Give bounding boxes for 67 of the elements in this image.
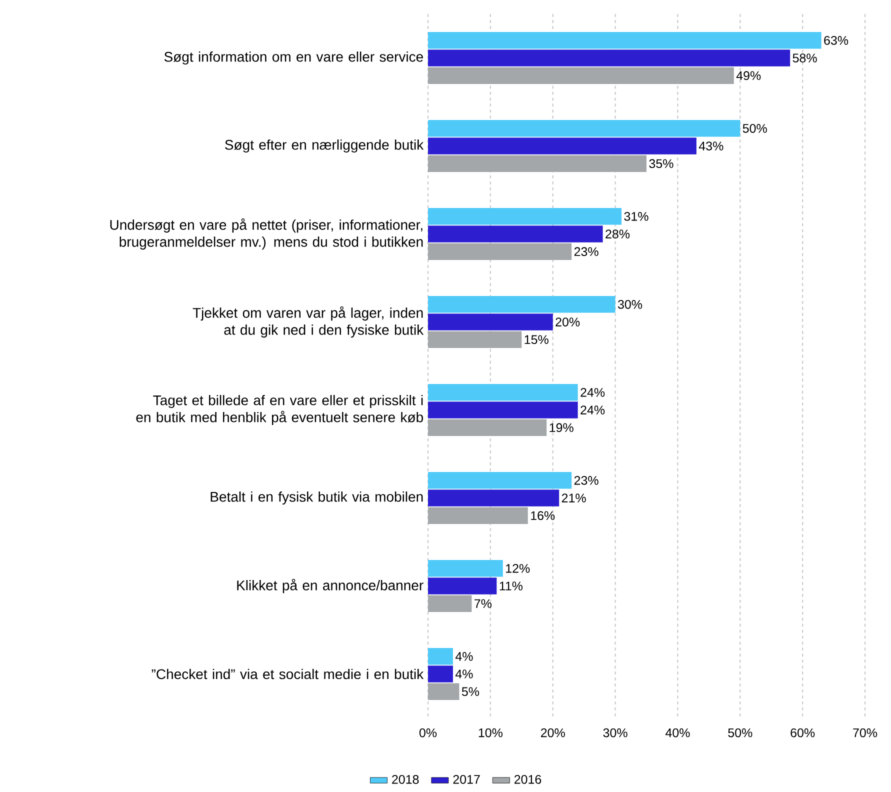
- bar: [428, 138, 696, 154]
- bar: [428, 683, 460, 700]
- data-label: 11%: [500, 582, 523, 590]
- y-tick-label: ”Checket ind” via et socialt medie i en butik: [152, 668, 424, 680]
- data-label: 28%: [606, 230, 630, 238]
- data-label: 5%: [462, 687, 480, 696]
- x-tick-label: 40%: [665, 728, 690, 738]
- x-tick-label: 20%: [540, 728, 565, 738]
- y-tick-label: Søgt efter en nærliggende butik: [225, 139, 424, 153]
- data-label: 7%: [474, 599, 492, 608]
- data-label: 50%: [742, 124, 767, 133]
- bar: [428, 314, 553, 330]
- x-tick-label: 30%: [603, 728, 628, 738]
- bar: [428, 595, 472, 612]
- data-label: 49%: [736, 71, 761, 80]
- bar: [428, 32, 822, 49]
- bar: [428, 50, 790, 66]
- bar: [428, 666, 453, 682]
- x-tick-label: 70%: [853, 728, 878, 738]
- x-tick-label: 10%: [478, 728, 502, 738]
- bar: [428, 560, 503, 577]
- bar: [428, 384, 578, 401]
- bar: [428, 402, 578, 418]
- data-label: 23%: [574, 476, 598, 485]
- data-label: 16%: [531, 511, 555, 520]
- data-label: 24%: [580, 388, 605, 397]
- data-label: 19%: [550, 423, 574, 432]
- y-tick-label: Tjekket om varen var på lager, inden at du gik ned i den fysiske butik: [192, 306, 424, 338]
- bar: [428, 578, 497, 594]
- bar: [428, 472, 572, 489]
- y-tick-label: Betalt i en fysisk butik via mobilen: [210, 491, 423, 505]
- y-tick-label: Undersøgt en vare på nettet (priser, informationer, brugeranmeldelser mv.) mens du stod i butikken: [110, 218, 423, 250]
- bar: [428, 507, 528, 524]
- data-label: 23%: [574, 247, 598, 256]
- bar: [428, 226, 603, 242]
- legend-label: 2016: [514, 774, 542, 784]
- data-label: 12%: [506, 564, 530, 573]
- y-tick-label: Klikket på en annonce/banner: [237, 578, 424, 594]
- legend-label: 2018: [392, 774, 419, 784]
- bar: [428, 120, 740, 137]
- bar: [428, 67, 734, 84]
- bar: [428, 155, 646, 172]
- bar: [428, 648, 453, 665]
- data-label: 24%: [580, 406, 605, 414]
- data-label: 58%: [792, 54, 817, 62]
- x-tick-label: 60%: [790, 728, 815, 738]
- data-label: 63%: [824, 36, 848, 45]
- y-tick-label: Taget et billede af en vare eller et prisskilt i en butik med henblik på eventuelt senere køb: [136, 394, 423, 426]
- data-label: 30%: [618, 300, 642, 309]
- bar: [428, 490, 560, 506]
- data-label: 31%: [624, 212, 648, 221]
- bar: [428, 331, 522, 348]
- data-label: 20%: [556, 318, 580, 326]
- data-label: 4%: [455, 652, 473, 661]
- bar: [428, 419, 547, 436]
- legend-label: 2017: [453, 774, 480, 784]
- bar: [428, 208, 622, 225]
- x-tick-label: 50%: [728, 728, 752, 738]
- bar: [428, 243, 572, 260]
- data-label: 15%: [524, 335, 548, 344]
- data-label: 43%: [698, 142, 724, 150]
- data-label: 21%: [562, 494, 586, 502]
- x-tick-label: 0%: [419, 728, 437, 738]
- y-tick-label: Søgt information om en vare eller service: [164, 51, 423, 65]
- bar: [428, 296, 616, 313]
- data-label: 4%: [455, 670, 473, 678]
- data-label: 35%: [649, 159, 674, 168]
